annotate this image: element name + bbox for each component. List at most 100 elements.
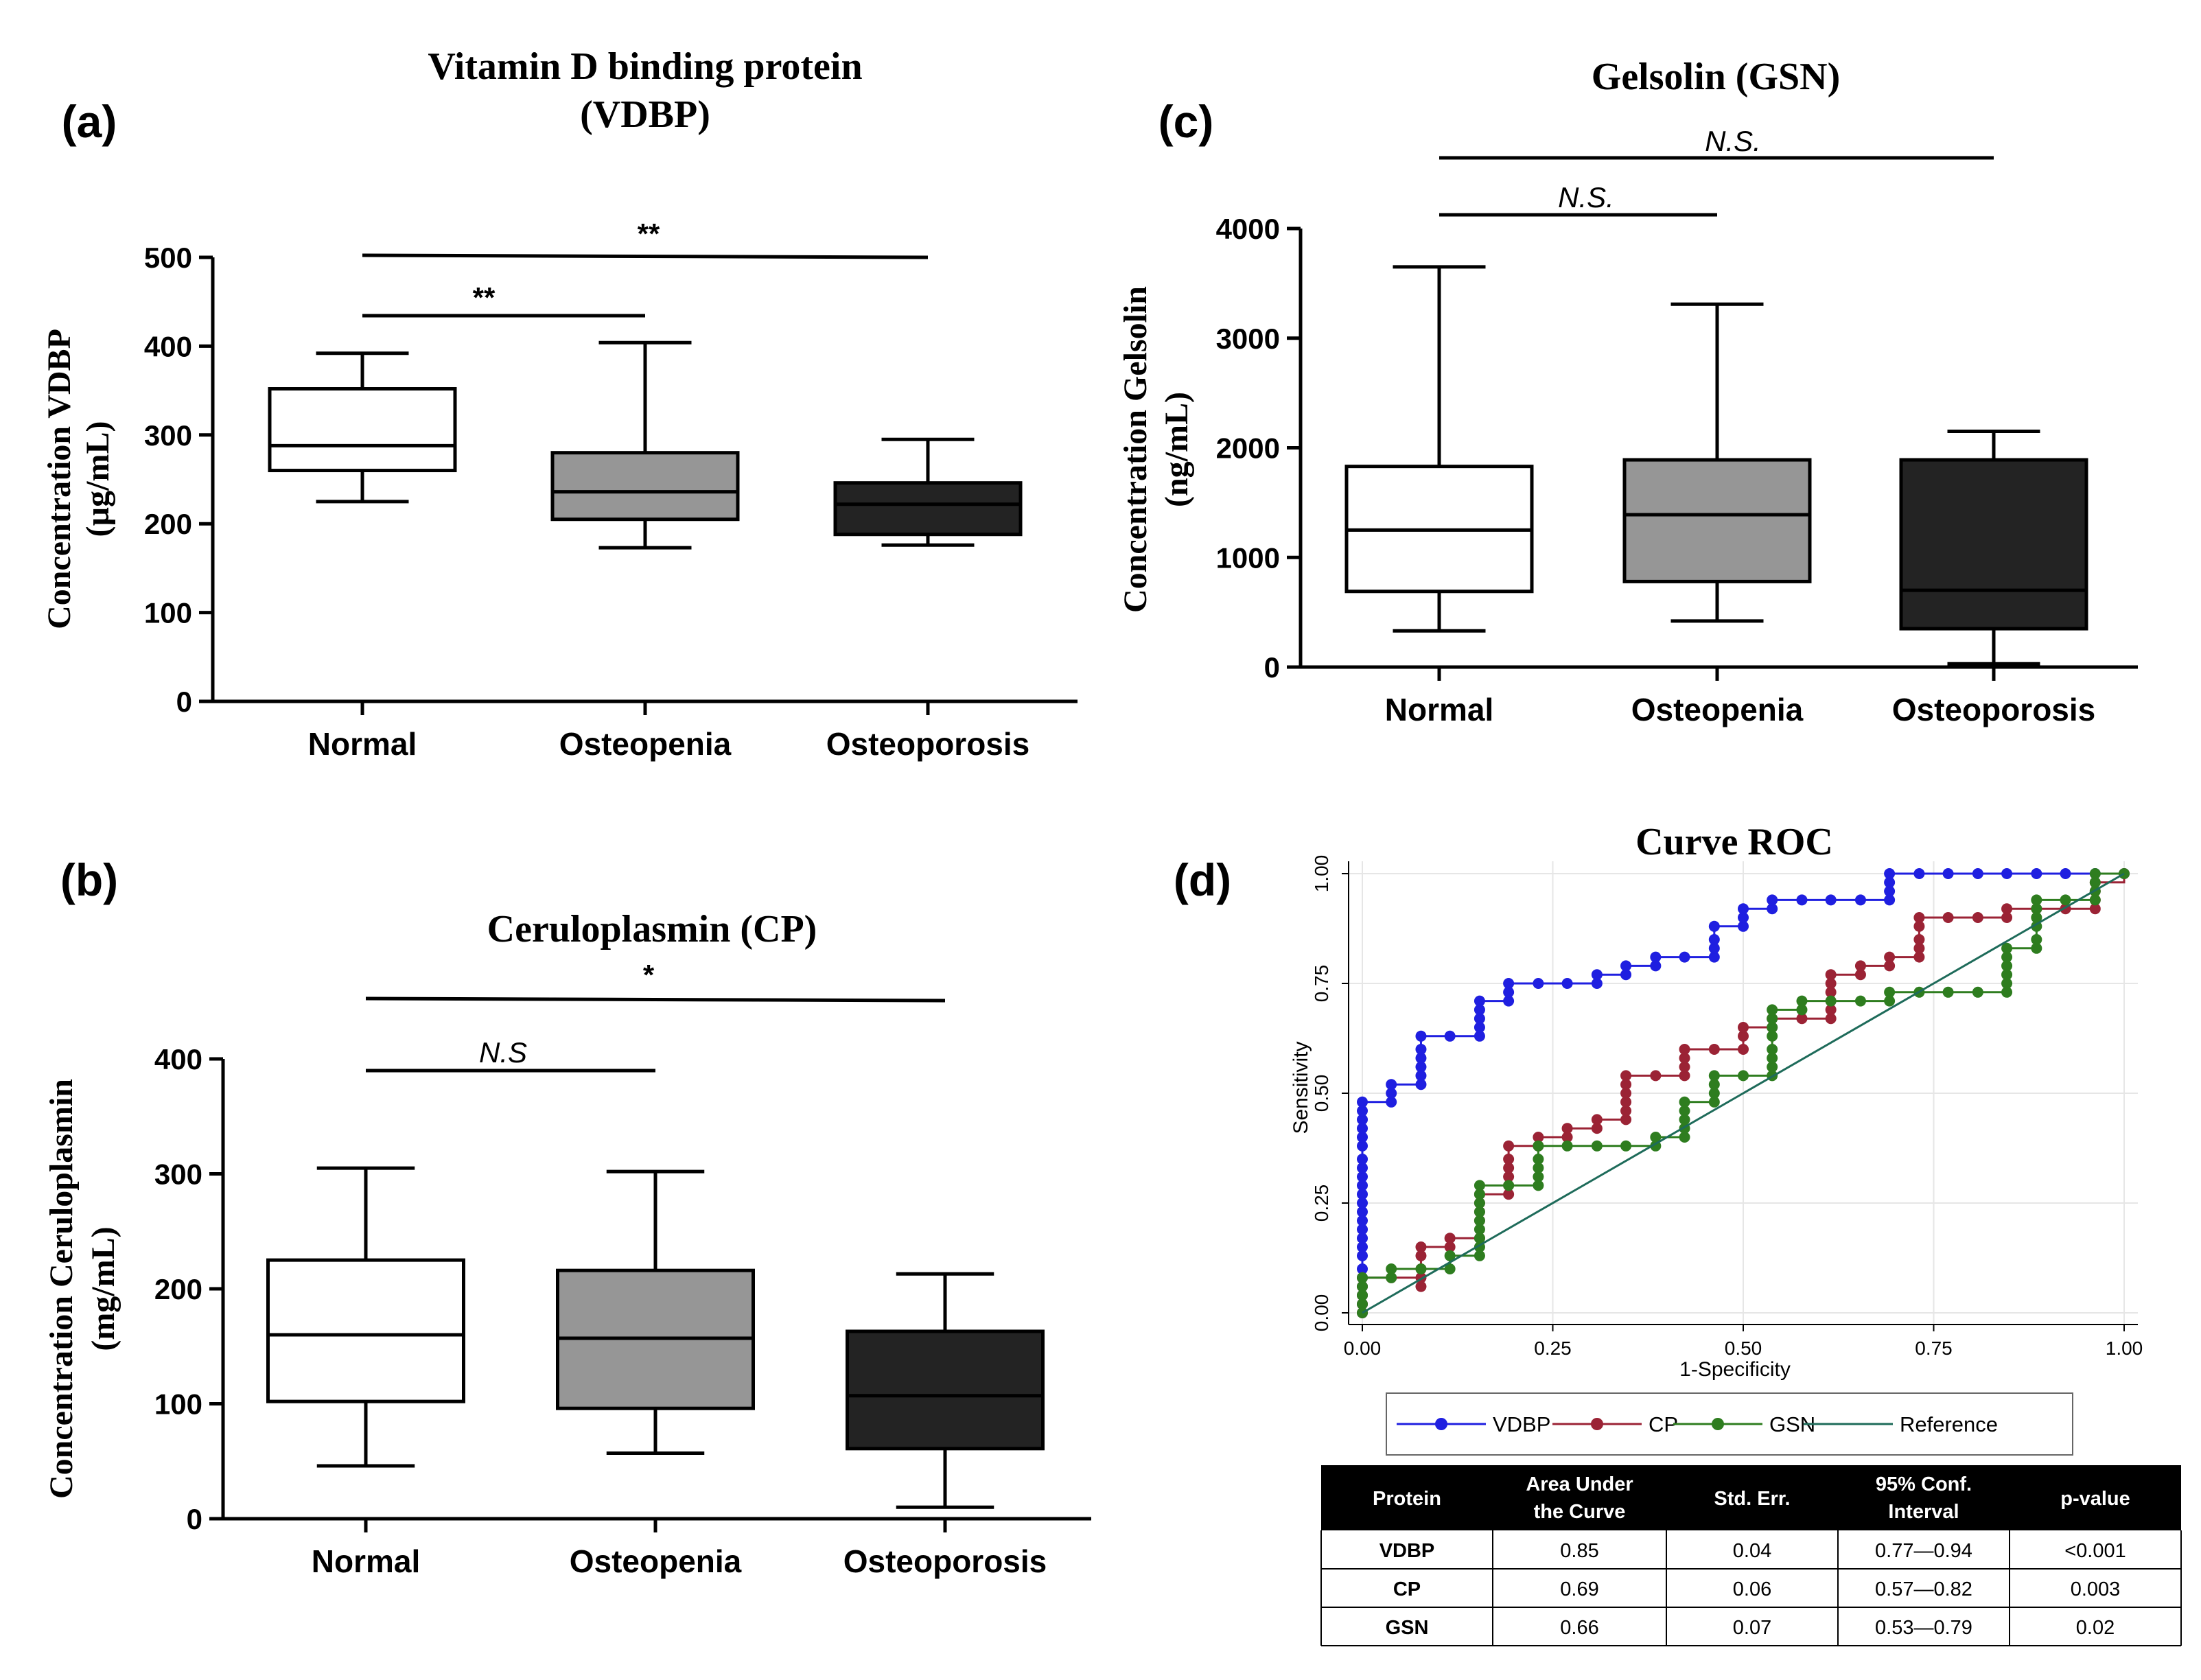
roc-point-cp bbox=[1650, 1070, 1662, 1082]
roc-point-gsn bbox=[1767, 1013, 1778, 1025]
table-header-cell: p-value bbox=[2060, 1488, 2130, 1510]
roc-y-tick-label: 1.00 bbox=[1311, 855, 1332, 893]
roc-point-cp bbox=[1503, 1154, 1515, 1165]
roc-point-vdbp bbox=[1884, 894, 1896, 906]
roc-point-cp bbox=[1913, 942, 1925, 954]
chart-title: Curve ROC bbox=[1635, 821, 1833, 863]
roc-point-vdbp bbox=[1533, 978, 1544, 989]
roc-point-cp bbox=[1972, 912, 1983, 923]
roc-point-cp bbox=[1913, 934, 1925, 945]
x-category-label: Osteoporosis bbox=[1892, 692, 2096, 727]
roc-point-gsn bbox=[1884, 986, 1896, 998]
roc-point-gsn bbox=[1679, 1132, 1690, 1143]
roc-point-vdbp bbox=[1357, 1096, 1368, 1108]
box-normal bbox=[266, 1166, 465, 1468]
roc-point-gsn bbox=[1533, 1180, 1544, 1191]
y-tick-label: 2000 bbox=[1216, 432, 1280, 465]
box-osteoporosis bbox=[833, 437, 1023, 547]
roc-point-gsn bbox=[2031, 942, 2042, 954]
roc-point-gsn bbox=[1386, 1263, 1397, 1274]
roc-y-tick-label: 0.00 bbox=[1311, 1294, 1332, 1332]
roc-point-cp bbox=[1444, 1241, 1456, 1252]
table-cell: 0.85 bbox=[1560, 1540, 1598, 1562]
roc-point-vdbp bbox=[1357, 1250, 1368, 1261]
box-iqr bbox=[266, 1258, 465, 1403]
roc-point-gsn bbox=[1708, 1088, 1720, 1099]
roc-point-vdbp bbox=[1357, 1206, 1368, 1217]
panel-c: (c) Gelsolin (GSN) Concentration Gelsolin(… bbox=[1117, 56, 2138, 727]
roc-point-vdbp bbox=[1474, 1013, 1485, 1025]
roc-point-cp bbox=[1738, 1044, 1749, 1055]
roc-point-vdbp bbox=[1357, 1154, 1368, 1165]
roc-point-gsn bbox=[2031, 912, 2042, 923]
roc-point-cp bbox=[1503, 1171, 1515, 1182]
roc-point-vdbp bbox=[1503, 978, 1515, 989]
roc-point-cp bbox=[1591, 1114, 1603, 1125]
roc-point-cp bbox=[1708, 1044, 1720, 1055]
table-header-cell: Area Under bbox=[1526, 1473, 1633, 1495]
roc-point-gsn bbox=[1474, 1180, 1485, 1191]
roc-point-cp bbox=[1825, 978, 1837, 989]
y-tick-label: 200 bbox=[144, 508, 192, 540]
box-iqr bbox=[846, 1329, 1045, 1451]
roc-point-gsn bbox=[1708, 1070, 1720, 1082]
roc-y-tick-label: 0.25 bbox=[1311, 1185, 1332, 1222]
table-cell: 0.57—0.82 bbox=[1875, 1578, 1972, 1600]
roc-point-cp bbox=[1679, 1044, 1690, 1055]
roc-point-cp bbox=[1679, 1052, 1690, 1064]
roc-point-vdbp bbox=[1474, 995, 1485, 1007]
roc-point-cp bbox=[1913, 912, 1925, 923]
y-tick-label: 100 bbox=[144, 597, 192, 629]
panel-b: (b) Ceruloplasmin (CP) Concentration Cerul… bbox=[43, 854, 1091, 1579]
roc-point-cp bbox=[1825, 1004, 1837, 1016]
box-iqr bbox=[1899, 458, 2088, 631]
roc-point-gsn bbox=[1708, 1096, 1720, 1108]
y-tick-label: 400 bbox=[154, 1043, 202, 1075]
roc-point-gsn bbox=[1357, 1298, 1368, 1310]
table-row-header: VDBP bbox=[1379, 1540, 1435, 1562]
roc-point-cp bbox=[1825, 1013, 1837, 1025]
roc-point-vdbp bbox=[2001, 868, 2013, 879]
box-normal bbox=[1344, 265, 1534, 633]
roc-point-gsn bbox=[1561, 1140, 1573, 1152]
roc-point-cp bbox=[1415, 1250, 1427, 1261]
roc-point-vdbp bbox=[1357, 1215, 1368, 1226]
roc-point-cp bbox=[1620, 1105, 1632, 1117]
roc-point-gsn bbox=[1796, 995, 1808, 1007]
roc-point-cp bbox=[1503, 1162, 1515, 1174]
table-row: GSN 0.66 0.07 0.53—0.79 0.02 bbox=[1321, 1617, 2181, 1646]
roc-point-gsn bbox=[2060, 894, 2071, 906]
box-osteopenia bbox=[550, 340, 740, 550]
roc-point-gsn bbox=[2001, 942, 2013, 954]
roc-point-gsn bbox=[2001, 969, 2013, 981]
roc-point-vdbp bbox=[2031, 868, 2042, 879]
roc-point-gsn bbox=[1474, 1189, 1485, 1200]
roc-point-vdbp bbox=[1357, 1123, 1368, 1134]
roc-point-gsn bbox=[1474, 1215, 1485, 1226]
roc-point-vdbp bbox=[1386, 1096, 1397, 1108]
roc-point-cp bbox=[1884, 960, 1896, 972]
chart-title-line: (VDBP) bbox=[580, 93, 710, 136]
roc-point-vdbp bbox=[1415, 1044, 1427, 1055]
roc-point-gsn bbox=[1357, 1281, 1368, 1292]
roc-point-vdbp bbox=[1357, 1105, 1368, 1117]
significance-label: ** bbox=[473, 281, 496, 314]
y-tick-label: 200 bbox=[154, 1273, 202, 1305]
roc-point-gsn bbox=[1679, 1114, 1690, 1125]
table-cell: 0.53—0.79 bbox=[1875, 1617, 1972, 1639]
legend-marker bbox=[1435, 1418, 1447, 1430]
roc-point-vdbp bbox=[1679, 951, 1690, 963]
roc-point-gsn bbox=[1767, 1022, 1778, 1033]
roc-point-vdbp bbox=[1357, 1198, 1368, 1209]
roc-x-tick-label: 0.75 bbox=[1915, 1338, 1953, 1359]
roc-legend: VDBP CP GSN Reference bbox=[1386, 1392, 2073, 1456]
legend-item-reference: Reference bbox=[1804, 1412, 1998, 1436]
roc-point-gsn bbox=[1503, 1180, 1515, 1191]
roc-point-gsn bbox=[1533, 1162, 1544, 1174]
roc-y-tick-label: 0.75 bbox=[1311, 965, 1332, 1003]
panel-a: (a) Vitamin D binding protein (VDBP) Concen… bbox=[41, 45, 1078, 762]
roc-point-cp bbox=[1503, 1189, 1515, 1200]
roc-point-cp bbox=[1884, 951, 1896, 963]
roc-point-gsn bbox=[1386, 1272, 1397, 1283]
roc-point-gsn bbox=[2001, 986, 2013, 998]
